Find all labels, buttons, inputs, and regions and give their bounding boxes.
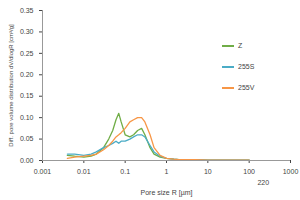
svg-text:0.05: 0.05 [20,135,34,142]
svg-text:0.20: 0.20 [20,71,34,78]
svg-text:1: 1 [165,168,169,175]
svg-text:100: 100 [243,168,255,175]
svg-text:Diff. pore volume distribution: Diff. pore volume distribution dV/dlogR … [8,24,14,147]
svg-text:0.00: 0.00 [20,157,34,164]
svg-text:220: 220 [257,179,269,186]
svg-text:1000: 1000 [283,168,299,175]
html-text:255S: 255S [238,63,255,70]
svg-text:0.15: 0.15 [20,92,34,99]
svg-text:Pore size R [µm]: Pore size R [µm] [141,189,193,197]
svg-text:0.25: 0.25 [20,50,34,57]
svg-text:0.01: 0.01 [77,168,91,175]
svg-text:0.35: 0.35 [20,7,34,14]
html-text:Z: Z [238,42,243,49]
svg-text:0.001: 0.001 [34,168,52,175]
svg-text:10: 10 [204,168,212,175]
svg-text:0.30: 0.30 [20,28,34,35]
svg-text:0.10: 0.10 [20,114,34,121]
svg-text:0.1: 0.1 [120,168,130,175]
html-text:255V: 255V [238,84,255,91]
